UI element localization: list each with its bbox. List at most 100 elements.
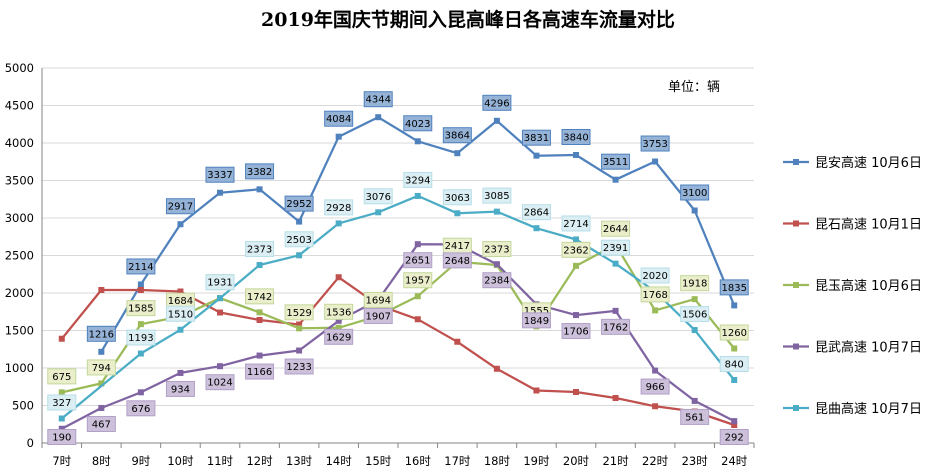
data-label-box <box>86 359 116 376</box>
x-tick-label: 20时 <box>563 454 590 468</box>
data-label: 1629 <box>326 332 351 343</box>
data-label-box <box>126 258 156 275</box>
data-label-box <box>680 306 710 323</box>
data-point <box>98 348 105 355</box>
data-point <box>691 296 698 303</box>
data-label-box <box>126 400 156 417</box>
data-point <box>731 345 738 352</box>
data-label-box <box>601 153 631 170</box>
data-label-box <box>521 204 551 221</box>
data-label: 467 <box>92 419 111 430</box>
data-label: 1694 <box>365 295 390 306</box>
data-label-box <box>47 394 77 411</box>
data-label: 2373 <box>247 245 272 256</box>
data-point <box>296 347 303 354</box>
data-point <box>493 365 500 372</box>
data-label: 3864 <box>445 131 470 142</box>
data-point <box>137 321 144 328</box>
data-label: 2373 <box>484 245 509 256</box>
data-point <box>414 241 421 248</box>
data-point <box>414 316 421 323</box>
data-label: 1216 <box>89 329 114 340</box>
data-point <box>573 236 579 243</box>
legend-entry: 昆武高速 10月7日 <box>815 340 922 356</box>
data-point <box>256 317 263 323</box>
data-label-box <box>245 241 275 258</box>
data-label-box <box>521 129 551 146</box>
data-label-box <box>324 328 354 345</box>
data-point <box>98 380 105 387</box>
data-label: 1957 <box>405 276 430 287</box>
y-tick-label: 4000 <box>5 136 34 150</box>
data-label: 1506 <box>682 310 707 321</box>
data-point <box>652 367 659 374</box>
data-point <box>493 208 500 215</box>
series-line <box>60 276 735 427</box>
data-label: 4296 <box>484 98 509 109</box>
data-label: 2651 <box>405 256 430 267</box>
data-label-box <box>363 291 393 308</box>
data-point <box>335 317 342 324</box>
data-point <box>296 218 303 225</box>
legend-entry: 昆安高速 10月6日 <box>815 155 922 171</box>
data-label-box <box>284 195 314 212</box>
data-label-box <box>245 163 275 180</box>
data-label: 292 <box>725 433 744 444</box>
data-point <box>533 387 540 394</box>
data-label: 2644 <box>603 224 628 235</box>
data-label-box <box>482 241 512 258</box>
data-label-box <box>482 94 512 111</box>
data-label: 840 <box>725 360 744 371</box>
data-label-box <box>640 286 670 303</box>
data-point <box>612 260 619 267</box>
data-label: 1585 <box>128 304 153 315</box>
data-point <box>217 363 223 370</box>
data-point <box>177 288 184 295</box>
data-label-box <box>363 91 393 108</box>
x-tick-label: 14时 <box>326 454 353 468</box>
y-tick-label: 0 <box>27 436 34 450</box>
data-label-box <box>205 374 235 391</box>
data-label-box <box>86 415 116 432</box>
data-label-box <box>126 329 156 346</box>
data-point <box>691 207 698 214</box>
y-tick-label: 3000 <box>5 211 34 225</box>
data-label-box <box>284 304 314 321</box>
data-label: 2417 <box>445 241 470 252</box>
y-tick-label: 1500 <box>5 324 34 338</box>
data-label-box <box>47 429 77 445</box>
data-label: 1024 <box>207 378 232 389</box>
data-point <box>612 395 619 401</box>
data-label-box <box>324 110 354 127</box>
series-line <box>61 243 736 394</box>
data-label-box <box>47 368 77 385</box>
data-point <box>296 321 303 328</box>
data-label: 3085 <box>484 191 509 202</box>
legend-entry: 昆石高速 10月1日 <box>815 217 922 233</box>
data-label: 4084 <box>326 114 351 125</box>
y-tick-label: 2000 <box>5 286 34 300</box>
x-tick-label: 11时 <box>207 454 234 468</box>
data-point <box>177 221 184 228</box>
data-point <box>256 309 263 316</box>
data-label: 1555 <box>524 306 549 317</box>
data-point <box>573 262 579 269</box>
data-point <box>177 369 184 376</box>
data-label: 3840 <box>563 133 588 144</box>
data-point <box>533 225 540 232</box>
data-point <box>58 389 65 396</box>
data-label-box <box>403 115 433 132</box>
data-labels: 1216 2114 2917 3337 3382 2952 4084 4344 4023 3864… <box>47 91 749 445</box>
data-point <box>731 422 738 428</box>
data-point <box>573 389 579 395</box>
data-label-box <box>363 307 393 324</box>
x-tick-label: 19时 <box>523 454 550 468</box>
legend-swatch-marker <box>793 405 799 411</box>
data-point <box>375 114 382 121</box>
data-point <box>217 309 223 316</box>
y-tick-label: 1000 <box>5 361 34 375</box>
data-label-box <box>284 358 314 375</box>
data-label-box <box>165 198 195 215</box>
